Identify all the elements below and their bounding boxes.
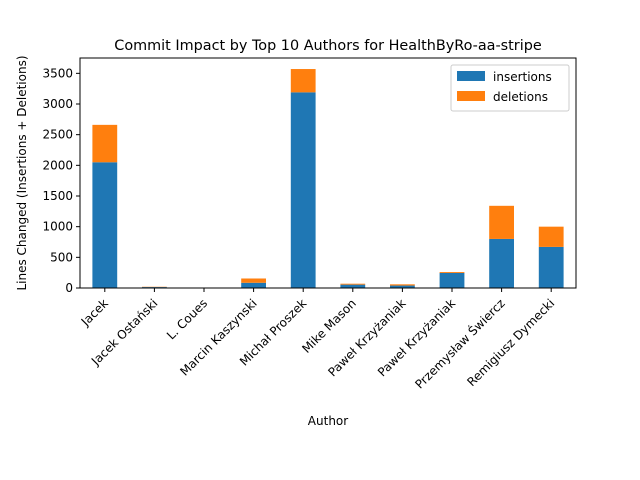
bar-deletions-3: [241, 278, 266, 283]
bar-insertions-7: [439, 272, 465, 288]
bar-deletions-0: [92, 124, 118, 163]
y-axis-label: Lines Changed (Insertions + Deletions): [15, 55, 29, 290]
legend: insertions deletions: [450, 64, 570, 112]
y-tick-label-7: 3500: [42, 66, 73, 80]
legend-swatch-insertions: [457, 71, 485, 81]
bars-layer: [92, 69, 564, 288]
y-tick-label-3: 1500: [42, 189, 73, 203]
bar-deletions-8: [489, 205, 514, 239]
legend-swatch-deletions: [457, 91, 485, 101]
bar-insertions-8: [489, 238, 514, 288]
y-tick-label-0: 0: [65, 281, 73, 295]
legend-label-deletions: deletions: [493, 90, 548, 104]
chart-title: Commit Impact by Top 10 Authors for Heal…: [114, 38, 542, 54]
bar-deletions-7: [439, 272, 465, 273]
bar-insertions-0: [92, 162, 118, 288]
y-tick-label-5: 2500: [42, 128, 73, 142]
y-tick-label-4: 2000: [42, 158, 73, 172]
x-tick-label-8: Przemysław Świercz: [412, 296, 508, 392]
y-tick-label-1: 500: [50, 250, 73, 264]
y-axis: 0 500 1000 1500 2000 2500 3000 3500: [42, 66, 80, 295]
plot-frame: [79, 57, 577, 289]
x-axis-label: Author: [308, 414, 348, 428]
bar-insertions-5: [340, 284, 366, 288]
bar-insertions-4: [290, 92, 316, 288]
x-tick-label-0: Jacek: [78, 296, 111, 329]
x-tick-label-9: Remigiusz Dymecki: [464, 296, 557, 389]
y-tick-label-6: 3000: [42, 97, 73, 111]
x-tick-label-2: L. Coues: [164, 296, 210, 342]
bar-insertions-6: [390, 285, 415, 288]
bar-deletions-4: [290, 69, 316, 93]
bar-deletions-5: [340, 283, 366, 285]
bar-deletions-9: [538, 226, 564, 247]
bar-insertions-3: [241, 282, 266, 288]
bar-deletions-6: [390, 284, 415, 286]
bar-insertions-9: [538, 246, 564, 288]
y-tick-label-2: 1000: [42, 220, 73, 234]
legend-label-insertions: insertions: [493, 70, 552, 84]
